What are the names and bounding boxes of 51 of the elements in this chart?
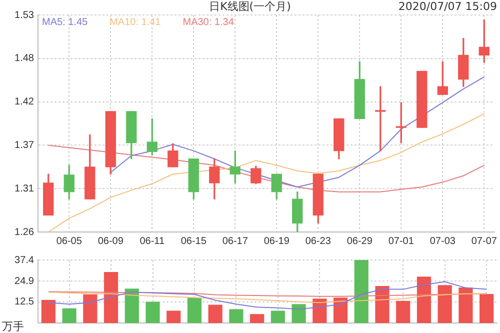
bar — [166, 310, 181, 323]
y-tick-label: 37.4 — [14, 254, 34, 266]
candlestick — [416, 70, 428, 128]
y-tick-label: 12.5 — [14, 296, 34, 308]
y-tick-label: 1.26 — [14, 226, 34, 238]
candlestick — [375, 86, 386, 152]
x-tick-label: 07-01 — [388, 236, 414, 247]
x-tick-label: 07-07 — [471, 236, 498, 247]
y-tick-label: 1.53 — [14, 10, 34, 21]
bar — [396, 300, 410, 323]
x-tick-label: 06-15 — [180, 236, 207, 247]
bar — [62, 308, 76, 323]
x-tick-label: 06-09 — [98, 236, 124, 247]
bar — [416, 276, 432, 323]
y-axis-title: 万手 — [2, 320, 24, 333]
bar — [187, 298, 202, 323]
text: MA5: 1.45 — [42, 17, 88, 29]
bar — [146, 302, 160, 323]
bar — [270, 310, 285, 323]
text: MA10: 1.41 — [110, 17, 161, 29]
x-tick-label: 06-19 — [264, 236, 290, 247]
bar — [250, 314, 264, 323]
bar — [124, 288, 139, 323]
bar — [83, 294, 98, 323]
bar — [312, 298, 327, 323]
bar — [480, 294, 494, 323]
bar — [208, 304, 222, 323]
text: MA30: 1.34 — [182, 17, 234, 29]
y-tick-label: 1.48 — [14, 53, 34, 64]
bar — [333, 298, 348, 323]
y-tick-label: 1.37 — [14, 140, 34, 151]
x-tick-label: 06-29 — [346, 236, 373, 247]
y-tick-label: 1.42 — [14, 96, 34, 108]
text: 2020/07/07 15:09 — [398, 0, 497, 13]
candlestick — [396, 102, 406, 144]
bar — [104, 272, 118, 323]
bar — [438, 285, 452, 323]
x-tick-label: 07-03 — [430, 236, 456, 247]
x-tick-label: 06-23 — [305, 236, 332, 247]
chart-title: 日K线图(一个月) — [209, 0, 291, 13]
x-tick-label: 06-11 — [140, 236, 165, 247]
bar — [354, 260, 368, 323]
x-tick-label: 06-05 — [56, 236, 82, 247]
y-tick-label: 1.31 — [14, 183, 34, 194]
bar — [375, 286, 390, 323]
bar — [41, 300, 56, 323]
y-tick-label: 24.9 — [14, 276, 34, 287]
bar — [229, 309, 244, 323]
x-tick-label: 06-17 — [222, 236, 248, 247]
bar — [458, 287, 473, 323]
bar — [292, 304, 306, 323]
